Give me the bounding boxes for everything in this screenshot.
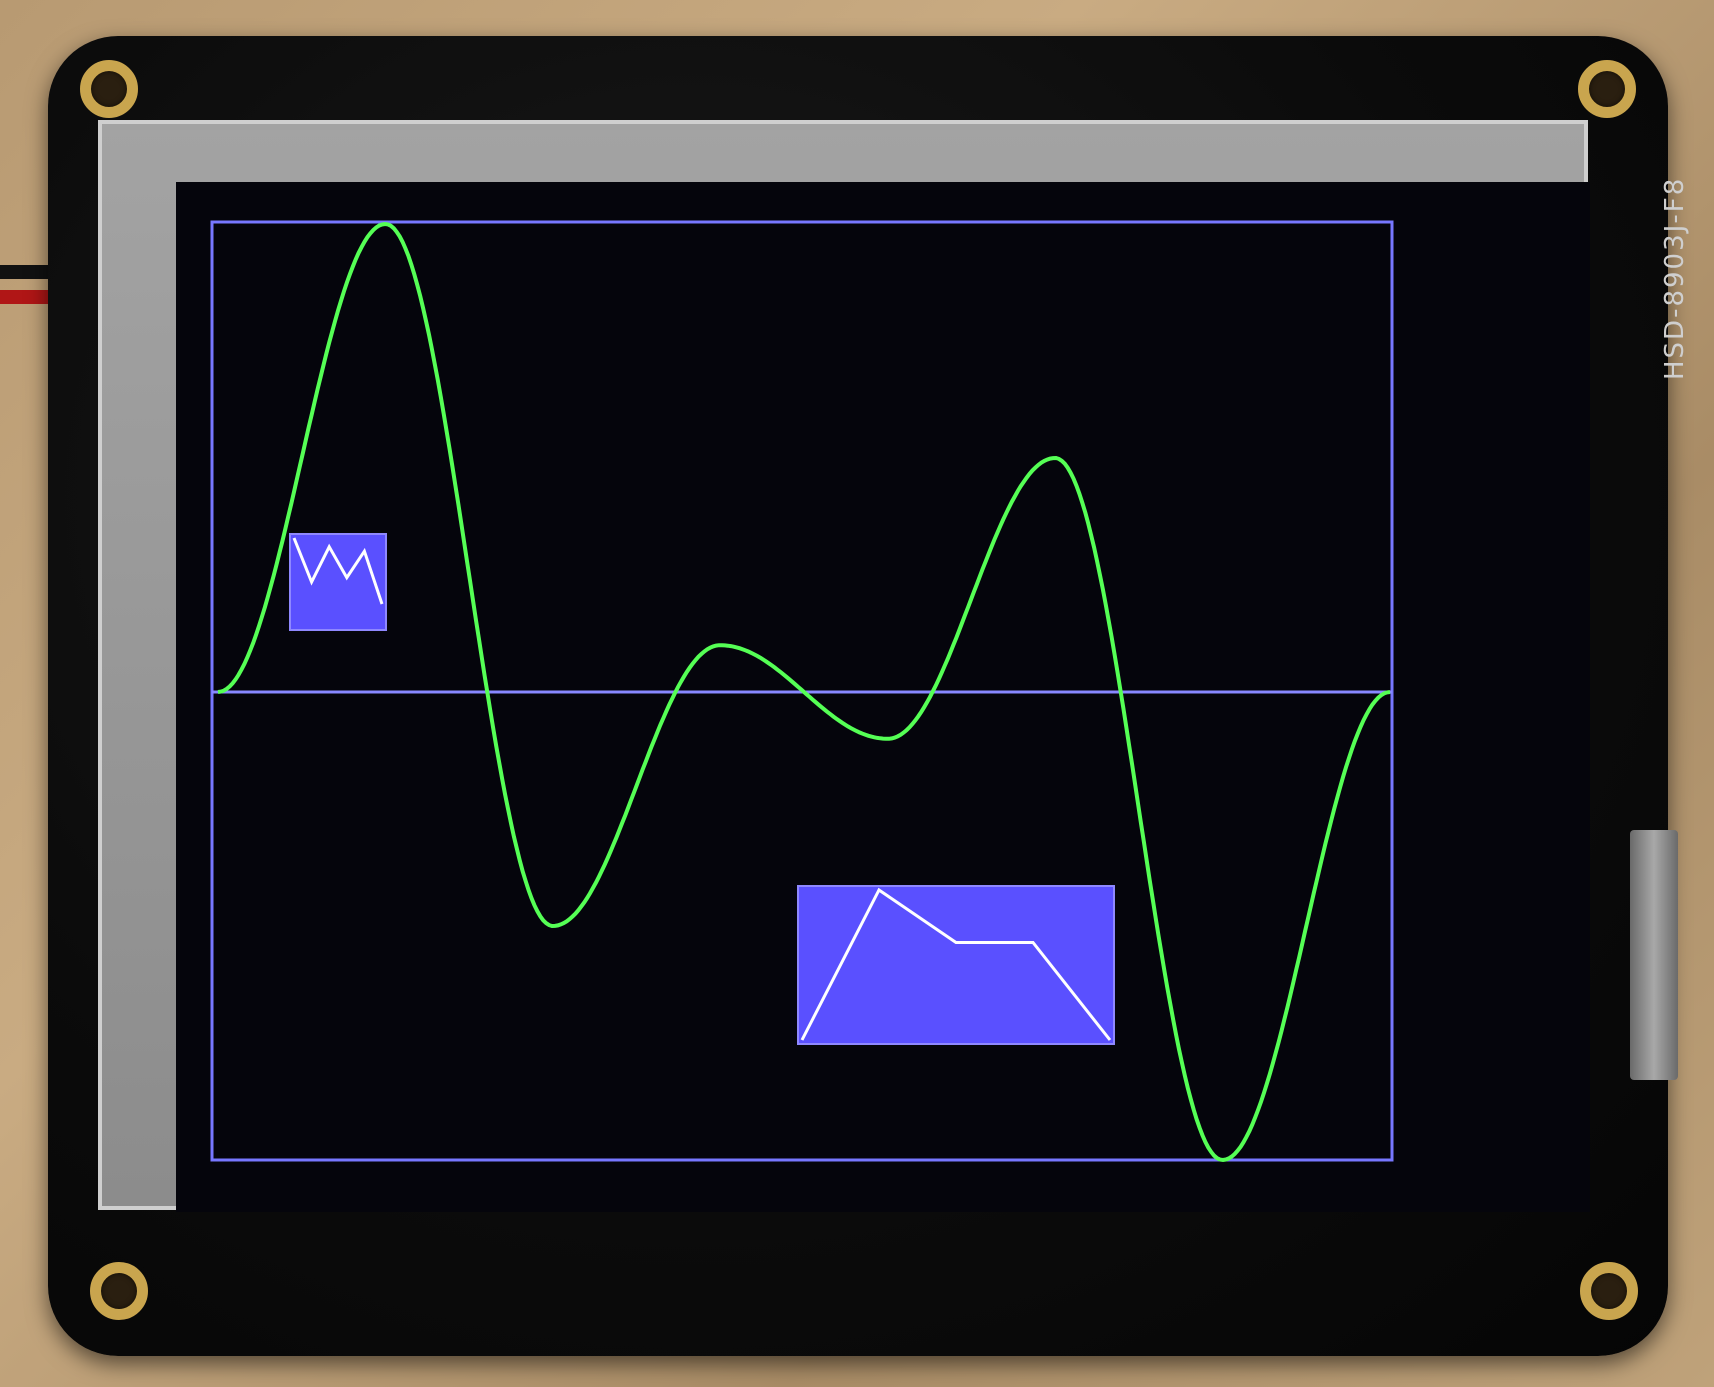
mount-hole-bottom-right bbox=[1580, 1262, 1638, 1320]
main-waveform-curve bbox=[217, 221, 1391, 1163]
red-wire bbox=[0, 290, 60, 304]
small-inset-graph-line bbox=[292, 537, 384, 605]
small-inset-graph-box bbox=[289, 533, 387, 631]
flex-connector bbox=[1630, 830, 1678, 1080]
large-inset-graph-box bbox=[797, 885, 1115, 1045]
black-wire bbox=[0, 265, 60, 279]
mount-hole-bottom-left bbox=[90, 1262, 148, 1320]
large-inset-graph-line bbox=[800, 887, 1112, 1041]
mount-hole-top-left bbox=[80, 60, 138, 118]
mount-hole-top-right bbox=[1578, 60, 1636, 118]
